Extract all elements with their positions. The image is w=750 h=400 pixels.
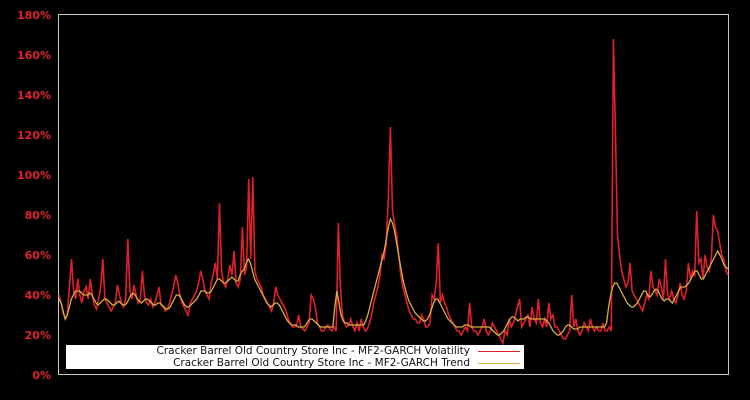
legend-label-volatility: Cracker Barrel Old Country Store Inc - M… (156, 345, 470, 357)
y-tick-label: 40% (25, 289, 51, 302)
legend: Cracker Barrel Old Country Store Inc - M… (66, 345, 524, 369)
y-tick-label: 160% (17, 49, 51, 62)
plot-area (58, 14, 729, 375)
y-tick-label: 0% (32, 369, 51, 382)
y-tick-label: 60% (25, 249, 51, 262)
y-tick-label: 80% (25, 209, 51, 222)
y-axis-tick-labels: 0% 20% 40% 60% 80% 100% 120% 140% 160% 180% (17, 9, 51, 382)
volatility-line (58, 38, 729, 346)
legend-swatch-volatility (478, 350, 520, 352)
legend-label-trend: Cracker Barrel Old Country Store Inc - M… (173, 357, 470, 369)
y-tick-label: 120% (17, 129, 51, 142)
y-tick-label: 20% (25, 329, 51, 342)
legend-item-volatility: Cracker Barrel Old Country Store Inc - M… (156, 345, 520, 357)
legend-item-trend: Cracker Barrel Old Country Store Inc - M… (173, 357, 520, 369)
legend-swatch-trend (478, 362, 520, 364)
y-tick-label: 180% (17, 9, 51, 22)
y-tick-label: 140% (17, 89, 51, 102)
trend-line (58, 217, 729, 336)
y-tick-label: 100% (17, 169, 51, 182)
